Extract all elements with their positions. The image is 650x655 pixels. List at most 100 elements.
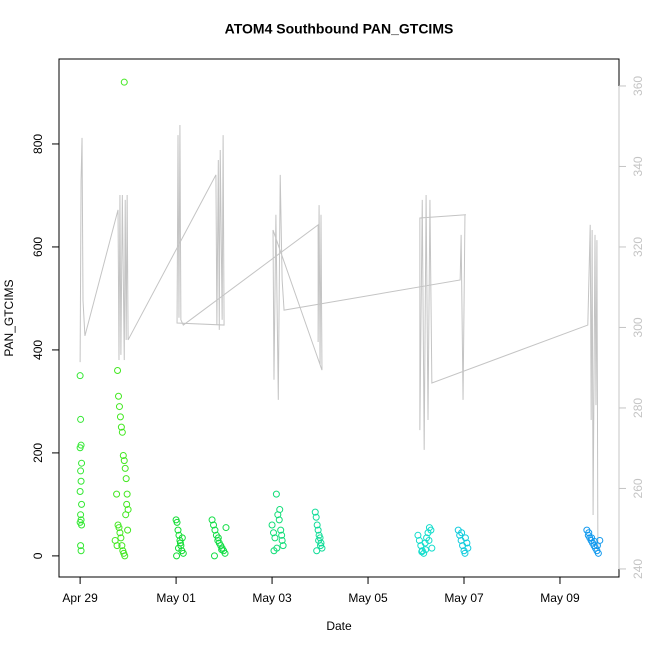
point bbox=[415, 536, 423, 544]
point bbox=[116, 413, 124, 421]
point bbox=[76, 488, 84, 496]
y2-tick-label: 360 bbox=[631, 76, 645, 96]
point bbox=[277, 526, 285, 534]
point bbox=[115, 392, 123, 400]
y-tick-label: 200 bbox=[31, 443, 45, 463]
point bbox=[425, 536, 433, 544]
point bbox=[313, 547, 321, 555]
point bbox=[77, 477, 85, 485]
point bbox=[268, 521, 276, 529]
point bbox=[178, 534, 186, 542]
x-axis-label: Date bbox=[326, 619, 352, 633]
point bbox=[77, 547, 85, 555]
point bbox=[118, 542, 126, 550]
point bbox=[117, 423, 125, 431]
point bbox=[173, 518, 181, 526]
point bbox=[464, 544, 472, 552]
point bbox=[278, 531, 286, 539]
point bbox=[119, 451, 127, 459]
point bbox=[269, 529, 277, 537]
point bbox=[179, 549, 187, 557]
point bbox=[278, 536, 286, 544]
point bbox=[122, 511, 130, 519]
point bbox=[77, 467, 85, 475]
point bbox=[313, 521, 321, 529]
point bbox=[113, 542, 121, 550]
y-axis-label: PAN_GTCIMS bbox=[2, 279, 16, 356]
point bbox=[312, 513, 320, 521]
point bbox=[113, 490, 121, 498]
x-tick-label: May 05 bbox=[348, 591, 388, 605]
point bbox=[115, 524, 123, 532]
point bbox=[210, 521, 218, 529]
point bbox=[174, 526, 182, 534]
point bbox=[418, 548, 426, 556]
point bbox=[115, 403, 123, 411]
y2-tick-label: 280 bbox=[631, 398, 645, 418]
point bbox=[76, 372, 84, 380]
point bbox=[463, 539, 471, 547]
point bbox=[273, 544, 281, 552]
point bbox=[123, 490, 131, 498]
point bbox=[218, 546, 226, 554]
x-tick-label: May 01 bbox=[156, 591, 196, 605]
y2-tick-label: 340 bbox=[631, 156, 645, 176]
point bbox=[117, 534, 125, 542]
y2-tick-label: 260 bbox=[631, 478, 645, 498]
y2-tick-label: 240 bbox=[631, 559, 645, 579]
x-tick-label: May 07 bbox=[444, 591, 484, 605]
x-tick-label: Apr 29 bbox=[62, 591, 98, 605]
point bbox=[77, 415, 85, 423]
y-tick-label: 400 bbox=[31, 340, 45, 360]
point bbox=[222, 524, 230, 532]
point bbox=[120, 457, 128, 465]
point bbox=[120, 78, 128, 86]
point bbox=[210, 552, 218, 560]
point bbox=[428, 544, 436, 552]
point bbox=[279, 542, 287, 550]
point bbox=[123, 500, 131, 508]
y-tick-label: 0 bbox=[31, 552, 45, 559]
point bbox=[78, 500, 86, 508]
point bbox=[78, 459, 86, 467]
point bbox=[76, 444, 84, 452]
point bbox=[121, 552, 129, 560]
point bbox=[116, 529, 124, 537]
point bbox=[311, 508, 319, 516]
point bbox=[276, 506, 284, 514]
point bbox=[118, 428, 126, 436]
y2-tick-label: 320 bbox=[631, 237, 645, 257]
point bbox=[214, 534, 222, 542]
point bbox=[122, 475, 130, 483]
point bbox=[124, 526, 132, 534]
point bbox=[77, 511, 85, 519]
point bbox=[427, 526, 435, 534]
point bbox=[114, 367, 122, 375]
x-tick-label: May 03 bbox=[252, 591, 292, 605]
y-tick-label: 800 bbox=[31, 134, 45, 154]
point bbox=[121, 464, 129, 472]
point bbox=[422, 546, 430, 554]
point bbox=[77, 542, 85, 550]
line bbox=[79, 125, 599, 551]
point bbox=[78, 521, 86, 529]
point bbox=[317, 542, 325, 550]
point bbox=[420, 549, 428, 557]
point bbox=[458, 529, 466, 537]
point bbox=[314, 526, 322, 534]
point bbox=[208, 516, 216, 524]
point bbox=[211, 526, 219, 534]
point bbox=[594, 549, 602, 557]
point bbox=[271, 534, 279, 542]
point bbox=[593, 542, 601, 550]
chart-title: ATOM4 Southbound PAN_GTCIMS bbox=[225, 21, 454, 37]
point bbox=[272, 490, 280, 498]
y2-tick-label: 300 bbox=[631, 317, 645, 337]
y-tick-label: 600 bbox=[31, 237, 45, 257]
point bbox=[461, 534, 469, 542]
point bbox=[275, 516, 283, 524]
point bbox=[414, 531, 422, 539]
point bbox=[585, 529, 593, 537]
